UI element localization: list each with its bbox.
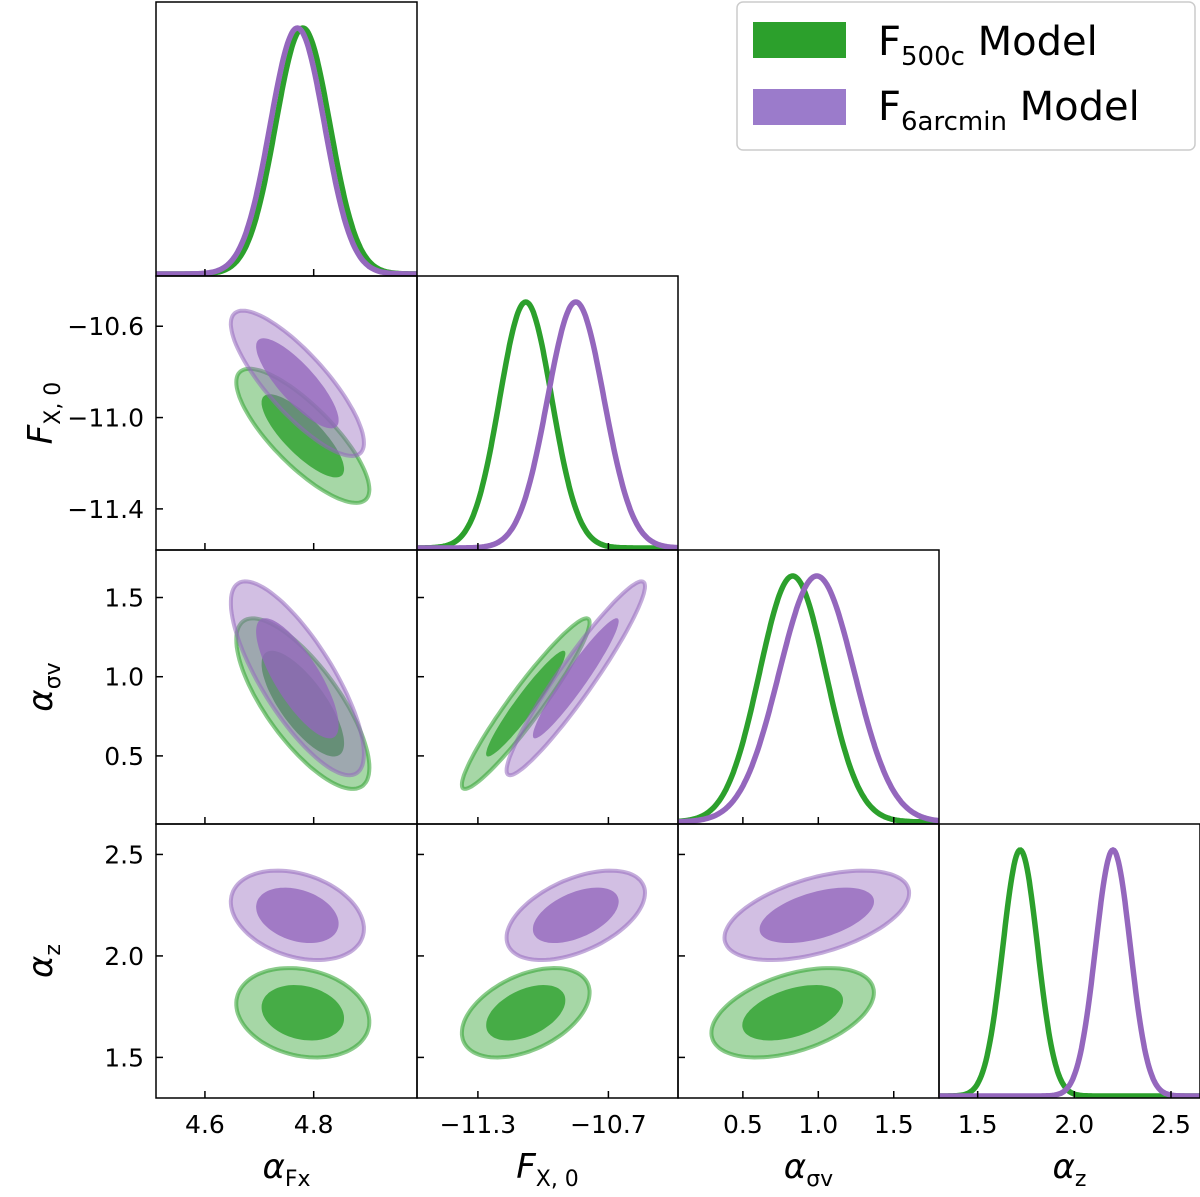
- contour-68-f500c-model-1-0: [261, 394, 345, 478]
- legend-label-f6arcmin: F6arcmin Model: [878, 84, 1140, 137]
- y-tick-label: 0.5: [104, 742, 144, 771]
- marginal-curve-f500c-model-0: [156, 25, 417, 276]
- legend-swatch-f6arcmin: [753, 89, 846, 125]
- legend-frame: [736, 1, 1196, 151]
- y-tick-label: −11.0: [67, 404, 144, 433]
- x-tick-label: 1.0: [798, 1110, 838, 1139]
- panel-2-0: 0.5 1.0 1.5: [104, 549, 418, 825]
- y-tick-label: 2.5: [104, 840, 144, 869]
- contour-68-f500c-model-3-1: [486, 985, 566, 1041]
- x-tick-label: 1.5: [874, 1110, 914, 1139]
- y-tick-label: −10.6: [67, 312, 144, 341]
- panel-1-1: [416, 275, 679, 551]
- marginal-curve-f500c-model-3: [939, 847, 1200, 1098]
- axis-label-x-0: αFx: [262, 1147, 310, 1192]
- panel-frame: [938, 823, 1200, 1099]
- contour-68-f6arcmin-model-2-1: [532, 618, 619, 739]
- marginal-curve-f500c-model-1: [417, 299, 678, 550]
- contour-68-f6arcmin-model-3-0: [256, 887, 339, 943]
- marginal-curve-f6arcmin-model-2: [678, 573, 939, 824]
- panel-frame: [677, 549, 940, 825]
- marginal-curve-f6arcmin-model-1: [417, 299, 678, 550]
- marginal-curve-f6arcmin-model-0: [156, 25, 417, 276]
- x-tick-label: 2.0: [1054, 1110, 1094, 1139]
- y-tick-label: 2.0: [104, 942, 144, 971]
- panel-frame: [677, 823, 940, 1099]
- axis-label-x-1: FX, 0: [516, 1147, 579, 1192]
- x-tick-label: 4.8: [294, 1110, 334, 1139]
- panel-3-0: 4.6 4.8 1.5 2.0 2.5: [104, 823, 418, 1139]
- panel-3-3: 1.5 2.0 2.5: [938, 823, 1200, 1139]
- panel-2-1: [416, 549, 679, 825]
- panels: −11.4 −11.0 −10.6 0.5 1.0 1.5 4.6 4.8 1.5 2.0 2.5 −…: [21, 1, 1200, 1192]
- contour-68-f6arcmin-model-1-0: [256, 338, 339, 429]
- x-tick-label: 2.5: [1151, 1110, 1191, 1139]
- axis-label-x-3: αz: [1053, 1147, 1087, 1192]
- contour-68-f6arcmin-model-2-0: [256, 618, 339, 739]
- panel-3-2: 0.5 1.0 1.5: [677, 823, 940, 1139]
- axis-label-x-2: ασv: [784, 1147, 833, 1192]
- y-tick-label: 1.5: [104, 1043, 144, 1072]
- legend: F500c Model F6arcmin Model: [736, 1, 1196, 151]
- panel-frame: [155, 823, 418, 1099]
- y-tick-label: 1.0: [104, 663, 144, 692]
- marginal-curve-f6arcmin-model-3: [939, 846, 1200, 1098]
- x-tick-label: −10.7: [570, 1110, 647, 1139]
- contour-68-f500c-model-3-0: [261, 985, 344, 1041]
- axis-label-y-3: αz: [21, 944, 66, 978]
- panel-3-1: −11.3 −10.7: [416, 823, 679, 1139]
- contour-68-f500c-model-2-1: [486, 650, 566, 757]
- contour-68-f6arcmin-model-3-2: [759, 887, 874, 943]
- y-tick-label: 1.5: [104, 584, 144, 613]
- axis-label-y-2: ασv: [21, 662, 66, 711]
- y-tick-label: −11.4: [67, 495, 144, 524]
- panel-2-2: [677, 549, 940, 825]
- marginal-curve-f500c-model-2: [678, 573, 939, 824]
- x-tick-label: 4.6: [185, 1110, 225, 1139]
- contour-68-f500c-model-3-2: [742, 985, 843, 1041]
- contour-68-f6arcmin-model-3-1: [532, 887, 619, 943]
- panel-0-0: [155, 1, 418, 277]
- x-tick-label: 1.5: [958, 1110, 998, 1139]
- legend-swatch-f500c: [753, 22, 846, 58]
- axis-label-y-1: FX, 0: [21, 382, 66, 445]
- x-tick-label: 0.5: [723, 1110, 763, 1139]
- panel-1-0: −11.4 −11.0 −10.6: [67, 275, 418, 551]
- x-tick-label: −11.3: [440, 1110, 517, 1139]
- legend-label-f500c: F500c Model: [878, 19, 1098, 72]
